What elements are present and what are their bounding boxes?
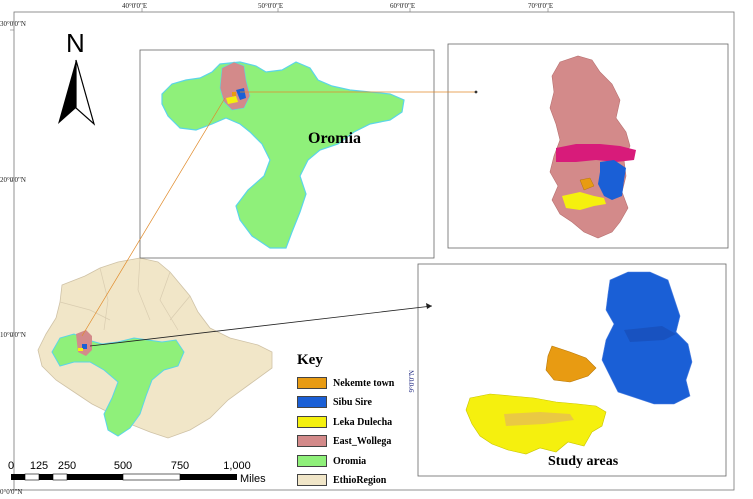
nekemte-zoom xyxy=(579,177,595,191)
connector-base-to-oromia xyxy=(81,97,226,337)
legend-title: Key xyxy=(297,352,323,368)
graticule-ticks xyxy=(10,8,549,491)
longitude-label-50: 50°0'0"E xyxy=(258,2,284,10)
magenta-band xyxy=(556,144,636,162)
scale-tick-500: 500 xyxy=(113,460,133,472)
legend-swatch-oromia xyxy=(297,455,327,467)
scale-bar xyxy=(11,473,237,481)
scale-tick-1000: 1,000 xyxy=(223,460,251,472)
longitude-label-60: 60°0'0"E xyxy=(390,2,416,10)
north-label: N xyxy=(66,28,85,58)
scale-tick-0: 0 xyxy=(7,460,15,472)
oromia-region xyxy=(161,61,405,249)
nekemte-region xyxy=(545,345,597,383)
legend-label-nekemte: Nekemte town xyxy=(333,377,395,389)
legend-swatch-nekemte xyxy=(297,377,327,389)
inset-latitude-label: 9°0'0"N xyxy=(408,370,416,393)
study-area-base-marker xyxy=(76,330,92,356)
map-frame xyxy=(13,11,735,491)
legend-label-oromia: Oromia xyxy=(333,455,367,467)
legend-label-ethioregion: EthioRegion xyxy=(333,474,387,486)
legend-swatch-leka-dulecha xyxy=(297,416,327,428)
leka-dulecha-shade xyxy=(504,412,574,426)
legend-swatch-ethioregion xyxy=(297,474,327,486)
legend-item-ethioregion: EthioRegion xyxy=(297,473,386,487)
oromia-panel-label: Oromia xyxy=(308,130,362,147)
legend-swatch-east-wollega xyxy=(297,435,327,447)
longitude-label-40: 40°0'0"E xyxy=(122,2,148,10)
legend-item-oromia: Oromia xyxy=(297,454,366,468)
scale-unit-label: Miles xyxy=(240,473,266,485)
connector-endpoint-zoom xyxy=(474,90,478,94)
sibu-sire-zoom xyxy=(598,160,626,200)
legend-swatch-sibu-sire xyxy=(297,396,327,408)
study-areas-label: Study areas xyxy=(548,454,619,469)
legend-item-nekemte: Nekemte town xyxy=(297,376,394,390)
scale-tick-750: 750 xyxy=(170,460,190,472)
oromia-panel-study-area xyxy=(219,61,251,111)
connector-base-to-study xyxy=(89,305,433,347)
north-arrow-icon xyxy=(58,59,96,126)
latitude-label-10: 10°0'0"N xyxy=(0,331,26,339)
legend-label-leka-dulecha: Leka Dulecha xyxy=(333,416,393,428)
scale-tick-250: 250 xyxy=(57,460,77,472)
latitude-label-0: 0°0'0"N xyxy=(0,488,23,496)
leka-dulecha-zoom xyxy=(562,192,606,210)
legend-label-sibu-sire: Sibu Sire xyxy=(333,396,372,408)
oromia-base xyxy=(51,333,185,437)
latitude-label-20: 20°0'0"N xyxy=(0,176,26,184)
connector-arrow-head xyxy=(426,303,432,309)
scale-tick-125: 125 xyxy=(29,460,49,472)
legend-item-east-wollega: East_Wollega xyxy=(297,434,391,448)
latitude-label-30: 30°0'0"N xyxy=(0,20,26,28)
ethiopia-internal-borders xyxy=(59,257,191,331)
longitude-label-70: 70°0'0"E xyxy=(528,2,554,10)
legend-label-east-wollega: East_Wollega xyxy=(333,435,392,447)
legend-item-sibu-sire: Sibu Sire xyxy=(297,395,372,409)
legend-item-leka-dulecha: Leka Dulecha xyxy=(297,415,392,429)
sibu-sire-shade xyxy=(624,326,676,342)
